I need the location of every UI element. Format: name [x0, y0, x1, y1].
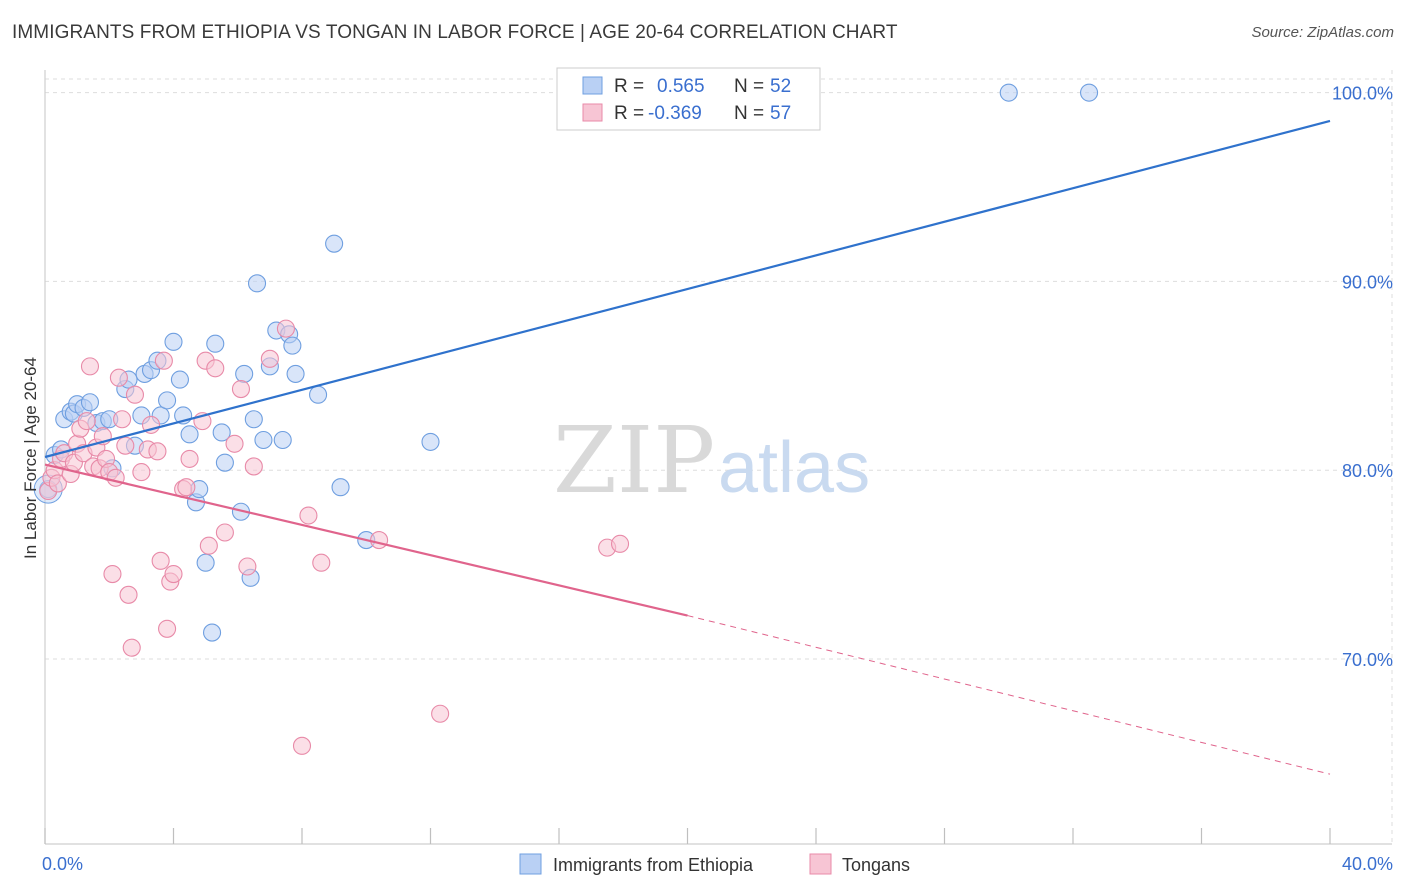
point-tongan [164, 564, 183, 584]
trend-line-tongan [44, 463, 688, 617]
bottom-legend-label-tongan: Tongans [842, 855, 910, 875]
point-ethiopia [215, 453, 234, 472]
point-ethiopia [254, 430, 273, 450]
trend-line-ethiopia [44, 119, 1331, 459]
point-tongan [151, 551, 170, 570]
point-ethiopia [309, 385, 328, 404]
legend-n-label: N = [734, 103, 764, 124]
trend-lines [44, 119, 1331, 775]
point-tongan [260, 349, 279, 368]
point-ethiopia [273, 430, 292, 450]
point-ethiopia [286, 364, 305, 383]
point-ethiopia [158, 391, 177, 410]
point-tongan [154, 351, 173, 370]
legend-r-value-ethiopia: 0.565 [657, 76, 705, 97]
point-tongan [225, 434, 244, 453]
point-tongan [215, 523, 234, 542]
legend-r-label: R = [614, 76, 644, 97]
legend-swatch-ethiopia [582, 76, 603, 95]
y-tick-label: 70.0% [1342, 650, 1393, 670]
point-tongan [106, 468, 125, 487]
point-tongan [80, 357, 100, 376]
point-ethiopia [421, 432, 440, 451]
point-tongan [231, 379, 251, 399]
point-tongan [77, 412, 96, 431]
point-ethiopia [331, 478, 350, 497]
legend-n-value-ethiopia: 52 [770, 76, 791, 97]
bottom-legend: Immigrants from Ethiopia Tongans [519, 853, 910, 875]
point-ethiopia [212, 423, 231, 442]
watermark: ZIP atlas [553, 407, 870, 514]
point-tongan [238, 557, 257, 576]
point-tongan [132, 463, 151, 482]
bottom-legend-swatch-ethiopia [519, 853, 542, 875]
watermark-zip: ZIP [553, 407, 715, 514]
point-tongan [199, 536, 218, 555]
point-ethiopia [283, 336, 302, 355]
point-tongan [610, 534, 630, 553]
legend-n-label: N = [734, 76, 764, 97]
y-tick-label: 80.0% [1342, 461, 1393, 481]
point-ethiopia [235, 364, 254, 383]
series-ethiopia [33, 83, 1099, 642]
point-tongan [276, 319, 295, 338]
source-label: Source: ZipAtlas.com [1251, 24, 1394, 41]
point-tongan [125, 385, 144, 404]
point-tongan [312, 553, 331, 572]
point-tongan [148, 442, 167, 461]
point-ethiopia [196, 553, 215, 572]
point-ethiopia [203, 623, 222, 642]
series-tongans [39, 319, 630, 755]
y-tick-label: 90.0% [1342, 272, 1393, 292]
point-ethiopia [170, 370, 189, 389]
point-tongan [119, 585, 138, 604]
point-ethiopia [325, 234, 344, 253]
chart-title: IMMIGRANTS FROM ETHIOPIA VS TONGAN IN LA… [12, 22, 898, 43]
legend-r-value-tongan: -0.369 [648, 103, 702, 124]
point-tongan [48, 474, 67, 493]
point-tongan [116, 436, 135, 455]
point-tongan [180, 449, 199, 468]
point-ethiopia [180, 425, 199, 444]
stats-legend: R = 0.565 N = 52 R = -0.369 N = 57 [556, 67, 821, 131]
legend-swatch-tongan [582, 103, 603, 122]
point-tongan [292, 736, 312, 755]
point-ethiopia [206, 334, 225, 353]
legend-n-value-tongan: 57 [770, 103, 791, 124]
point-tongan [206, 359, 225, 378]
point-tongan [122, 638, 141, 657]
point-ethiopia [1080, 83, 1099, 102]
point-tongan [113, 410, 132, 429]
point-ethiopia [80, 393, 100, 412]
trend-line-tongan-extrapolated [687, 615, 1331, 775]
gridlines [45, 70, 1393, 844]
point-ethiopia [247, 274, 267, 293]
y-axis-title: In Labor Force | Age 20-64 [21, 357, 40, 559]
point-tongan [431, 704, 450, 723]
point-ethiopia [164, 332, 183, 351]
tick-labels: 70.0% 80.0% 90.0% 100.0% 0.0% 40.0% [42, 84, 1393, 874]
bottom-legend-swatch-tongan [809, 853, 832, 875]
bottom-legend-label-ethiopia: Immigrants from Ethiopia [553, 855, 754, 875]
point-tongan [103, 564, 122, 584]
point-tongan [177, 478, 196, 497]
legend-r-label: R = [614, 103, 644, 124]
x-tick-label: 0.0% [42, 854, 83, 874]
point-ethiopia [244, 410, 263, 429]
point-tongan [370, 531, 389, 550]
point-tongan [299, 506, 318, 525]
point-tongan [109, 368, 128, 387]
y-tick-label: 100.0% [1332, 84, 1393, 104]
x-tick-label: 40.0% [1342, 854, 1393, 874]
watermark-atlas: atlas [718, 428, 870, 508]
point-tongan [244, 457, 263, 476]
point-tongan [158, 619, 177, 638]
point-ethiopia [999, 83, 1018, 102]
